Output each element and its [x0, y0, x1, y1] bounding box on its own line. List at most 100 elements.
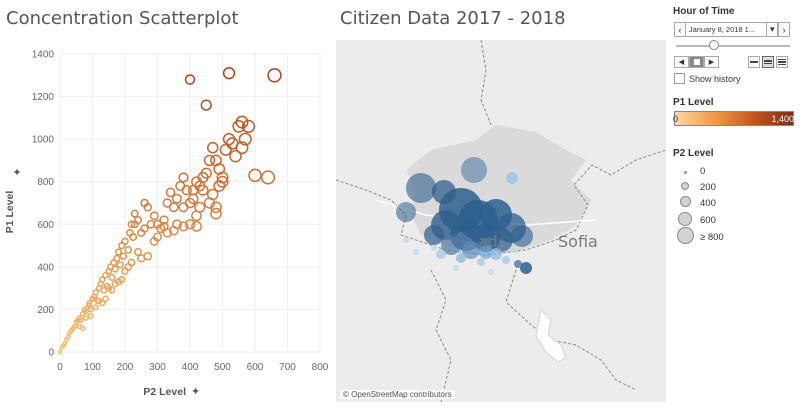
p1-color-legend[interactable] — [674, 111, 794, 126]
scatter-point[interactable] — [78, 317, 84, 323]
speed-medium-button[interactable] — [762, 56, 774, 68]
scatter-point[interactable] — [267, 68, 282, 83]
speed-slow-button[interactable] — [748, 56, 760, 68]
scatter-point[interactable] — [65, 334, 71, 340]
scatter-point[interactable] — [129, 233, 138, 241]
next-date-button[interactable]: › — [778, 22, 790, 37]
scatter-point[interactable] — [153, 232, 162, 242]
scatter-point[interactable] — [133, 247, 143, 257]
date-selector[interactable]: ‹ January 8, 2018 1... ▾ › — [674, 22, 790, 37]
scatter-point[interactable] — [86, 300, 93, 306]
scatter-point[interactable] — [200, 167, 212, 179]
scatter-point[interactable] — [235, 141, 249, 155]
scatter-point[interactable] — [191, 210, 202, 222]
scatter-point[interactable] — [149, 211, 159, 221]
scatter-point[interactable] — [87, 312, 94, 319]
scatter-point[interactable] — [99, 276, 106, 283]
scatter-point[interactable] — [124, 245, 133, 254]
scatter-point[interactable] — [124, 263, 133, 271]
scatter-point[interactable] — [229, 149, 242, 163]
step-back-button[interactable]: ◀ — [674, 56, 689, 68]
scatter-point[interactable] — [187, 193, 199, 205]
scatter-point[interactable] — [121, 237, 129, 246]
scatter-point[interactable] — [130, 209, 139, 218]
scatter-point[interactable] — [111, 265, 119, 273]
y-axis-pin-icon[interactable]: ✦ — [12, 167, 21, 179]
scatter-point[interactable] — [238, 132, 252, 146]
scatter-point[interactable] — [213, 180, 226, 192]
time-slider-track[interactable] — [676, 45, 790, 47]
scatter-point[interactable] — [235, 115, 249, 129]
scatter-point[interactable] — [72, 323, 78, 330]
scatter-point[interactable] — [206, 141, 219, 154]
scatter-point[interactable] — [184, 219, 196, 230]
speed-fast-button[interactable] — [776, 56, 788, 68]
scatter-point[interactable] — [111, 280, 119, 288]
scatter-point[interactable] — [222, 67, 236, 80]
scatter-point[interactable] — [210, 201, 222, 214]
map-attribution[interactable]: © OpenStreetMap contributors — [340, 390, 455, 399]
scatter-point[interactable] — [181, 185, 192, 196]
scatter-point[interactable] — [232, 119, 246, 133]
scatter-point[interactable] — [162, 198, 172, 208]
scatter-point[interactable] — [102, 295, 109, 303]
scatter-point[interactable] — [210, 207, 222, 220]
scatter-point[interactable] — [113, 254, 121, 262]
scatter-points[interactable] — [57, 67, 282, 355]
x-axis-pin-icon[interactable]: ✦ — [191, 386, 200, 398]
scatter-point[interactable] — [108, 274, 116, 281]
time-slider-thumb[interactable] — [708, 40, 719, 50]
map-bubbles[interactable] — [396, 157, 533, 275]
scatter-point[interactable] — [178, 172, 189, 183]
scatter-point[interactable] — [127, 220, 136, 229]
scatter-point[interactable] — [162, 228, 172, 238]
scatter-point[interactable] — [114, 248, 123, 256]
scatter-point[interactable] — [127, 258, 136, 267]
scatter-point[interactable] — [184, 74, 196, 85]
scatter-point[interactable] — [159, 215, 169, 225]
scatter-point[interactable] — [143, 251, 153, 261]
date-dropdown-button[interactable]: ▾ — [766, 22, 779, 37]
previous-date-button[interactable]: ‹ — [674, 22, 686, 37]
scatter-point[interactable] — [178, 202, 189, 213]
scatter-plot[interactable]: 0 200 400 600 800 1000 1200 1400 0 100 200 300 400 5… — [0, 40, 330, 410]
scatter-point[interactable] — [206, 188, 219, 201]
scatter-point[interactable] — [130, 220, 139, 229]
play-button[interactable]: ▶ — [704, 56, 719, 68]
scatter-point[interactable] — [92, 304, 99, 311]
scatter-point[interactable] — [140, 224, 149, 233]
scatter-point[interactable] — [143, 202, 153, 212]
scatter-point[interactable] — [203, 154, 216, 167]
scatter-point[interactable] — [83, 315, 89, 321]
stop-button[interactable] — [689, 56, 704, 68]
scatter-point[interactable] — [172, 219, 182, 230]
scatter-point[interactable] — [165, 187, 176, 198]
scatter-point[interactable] — [102, 272, 109, 279]
scatter-point[interactable] — [260, 170, 276, 185]
scatter-point[interactable] — [248, 168, 262, 183]
date-field[interactable]: January 8, 2018 1... — [685, 22, 767, 37]
scatter-point[interactable] — [57, 349, 63, 355]
scatter-point[interactable] — [118, 275, 126, 284]
scatter-point[interactable] — [197, 184, 209, 196]
scatter-point[interactable] — [219, 143, 232, 156]
scatter-point[interactable] — [95, 297, 103, 305]
scatter-point[interactable] — [178, 221, 189, 232]
scatter-point[interactable] — [92, 289, 99, 296]
scatter-point[interactable] — [172, 193, 182, 204]
scatter-point[interactable] — [62, 341, 68, 346]
scatter-point[interactable] — [86, 302, 93, 309]
show-history-checkbox[interactable] — [674, 73, 685, 84]
scatter-point[interactable] — [79, 325, 86, 332]
scatter-point[interactable] — [116, 261, 124, 269]
show-history-toggle[interactable]: Show history — [674, 73, 741, 84]
scatter-point[interactable] — [110, 259, 118, 267]
scatter-point[interactable] — [146, 219, 156, 229]
scatter-point[interactable] — [200, 99, 212, 111]
scatter-point[interactable] — [241, 119, 256, 133]
scatter-point[interactable] — [105, 284, 113, 292]
scatter-point[interactable] — [119, 252, 128, 260]
map-view[interactable]: Sofia ad © OpenStreetMap contributors — [336, 40, 666, 402]
scatter-point[interactable] — [191, 221, 202, 232]
scatter-point[interactable] — [168, 202, 179, 213]
